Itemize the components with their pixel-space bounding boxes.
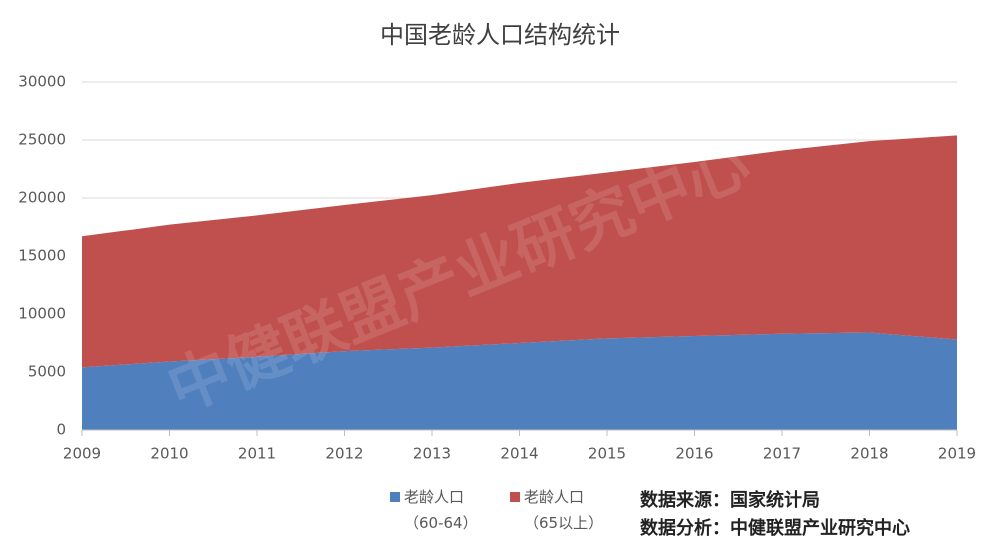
x-tick-label: 2013 [413,445,451,463]
y-tick-label: 0 [56,421,66,439]
x-tick-label: 2009 [63,445,101,463]
y-tick-label: 5000 [28,363,66,381]
x-tick-label: 2016 [675,445,713,463]
x-tick-label: 2010 [150,445,188,463]
legend-swatch [390,492,400,502]
y-tick-label: 20000 [18,189,66,207]
y-tick-label: 10000 [18,305,66,323]
x-tick-label: 2019 [938,445,976,463]
y-tick-label: 30000 [18,73,66,91]
y-tick-label: 15000 [18,247,66,265]
area [82,332,957,430]
analysis-note: 数据分析：中健联盟产业研究中心 [640,518,910,539]
source-note: 数据来源：国家统计局 [640,490,820,511]
y-tick-label: 25000 [18,131,66,149]
x-tick-label: 2017 [763,445,801,463]
chart-title: 中国老龄人口结构统计 [380,21,620,49]
area [82,135,957,368]
legend-swatch [510,492,520,502]
legend-label: 老龄人口（60-64） [404,488,478,532]
x-tick-label: 2011 [238,445,276,463]
x-tick-label: 2014 [500,445,538,463]
x-tick-label: 2012 [325,445,363,463]
x-tick-label: 2015 [588,445,626,463]
legend-label: 老龄人口（65以上） [524,488,604,532]
x-tick-label: 2018 [850,445,888,463]
